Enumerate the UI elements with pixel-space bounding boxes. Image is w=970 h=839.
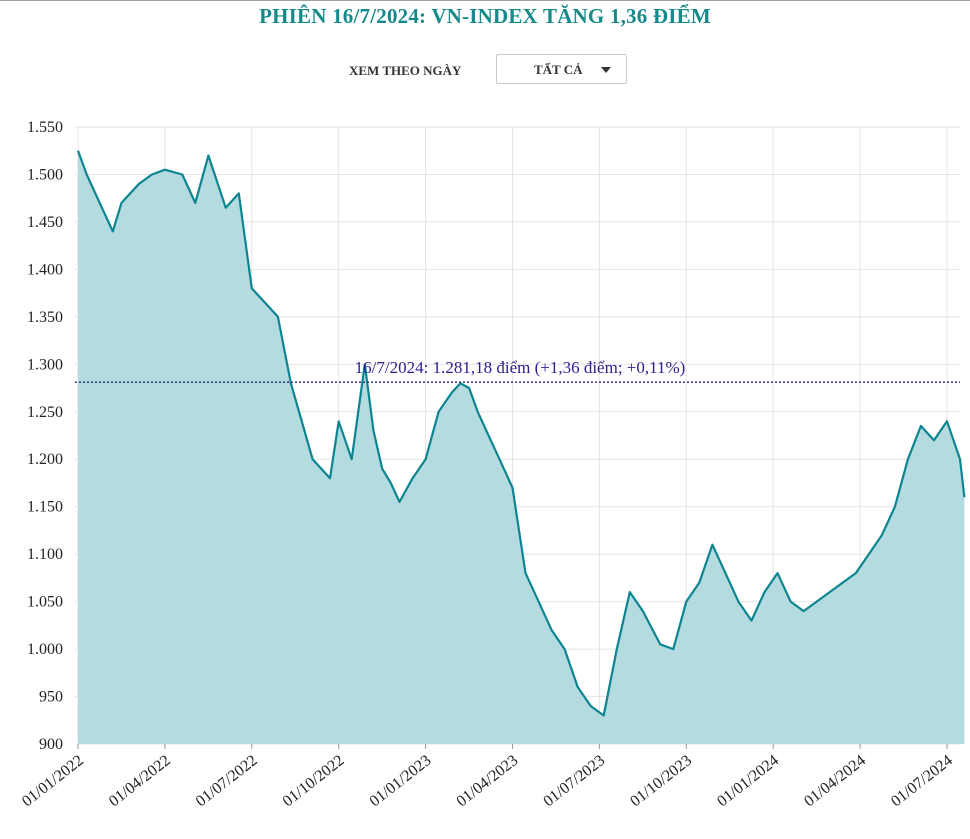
chart-title: PHIÊN 16/7/2024: VN-INDEX TĂNG 1,36 ĐIỂM <box>259 4 711 28</box>
filter-bar: XEM THEO NGÀY TẤT CẢ <box>0 54 970 86</box>
y-tick-label: 1.550 <box>27 119 63 136</box>
y-tick-label: 1.250 <box>27 404 63 421</box>
x-tick-label: 01/10/2022 <box>280 752 348 810</box>
y-tick-label: 1.000 <box>27 641 63 658</box>
date-range-value: TẤT CẢ <box>534 62 583 77</box>
y-tick-label: 1.050 <box>27 594 63 611</box>
y-tick-label: 1.400 <box>27 261 63 278</box>
x-tick-label: 01/07/2023 <box>540 752 608 810</box>
x-tick-label: 01/10/2023 <box>627 752 695 810</box>
series-line <box>76 150 966 717</box>
x-tick-label: 01/01/2023 <box>367 752 435 810</box>
y-tick-label: 1.300 <box>27 356 63 373</box>
y-tick-label: 1.500 <box>27 166 63 183</box>
y-tick-label: 1.200 <box>27 451 63 468</box>
x-tick-label: 01/07/2024 <box>888 752 956 810</box>
area-fill <box>78 150 965 744</box>
date-range-select[interactable]: TẤT CẢ <box>496 54 627 84</box>
x-tick-label: 01/04/2022 <box>106 752 174 810</box>
reference-annotation: 16/7/2024: 1.281,18 điểm (+1,36 điểm; +0… <box>355 358 686 377</box>
y-tick-label: 900 <box>39 736 63 753</box>
x-axis: 01/01/2022 01/04/2022 01/07/2022 01/10/2022… <box>19 744 956 810</box>
y-tick-label: 1.150 <box>27 499 63 516</box>
x-tick-label: 01/07/2022 <box>193 752 261 810</box>
x-tick-label: 01/04/2023 <box>453 752 521 810</box>
caret-down-icon <box>601 67 611 73</box>
filter-label: XEM THEO NGÀY <box>349 63 462 78</box>
x-tick-label: 01/01/2024 <box>714 752 782 810</box>
x-tick-label: 01/04/2024 <box>801 752 869 810</box>
y-axis: 900 950 1.000 1.050 1.100 1.150 1.200 1.250 1.30… <box>27 119 63 753</box>
y-tick-label: 950 <box>39 689 63 706</box>
x-tick-label: 01/01/2022 <box>19 752 87 810</box>
top-border <box>0 0 970 1</box>
y-tick-label: 1.450 <box>27 214 63 231</box>
y-tick-label: 1.100 <box>27 546 63 563</box>
y-tick-label: 1.350 <box>27 309 63 326</box>
